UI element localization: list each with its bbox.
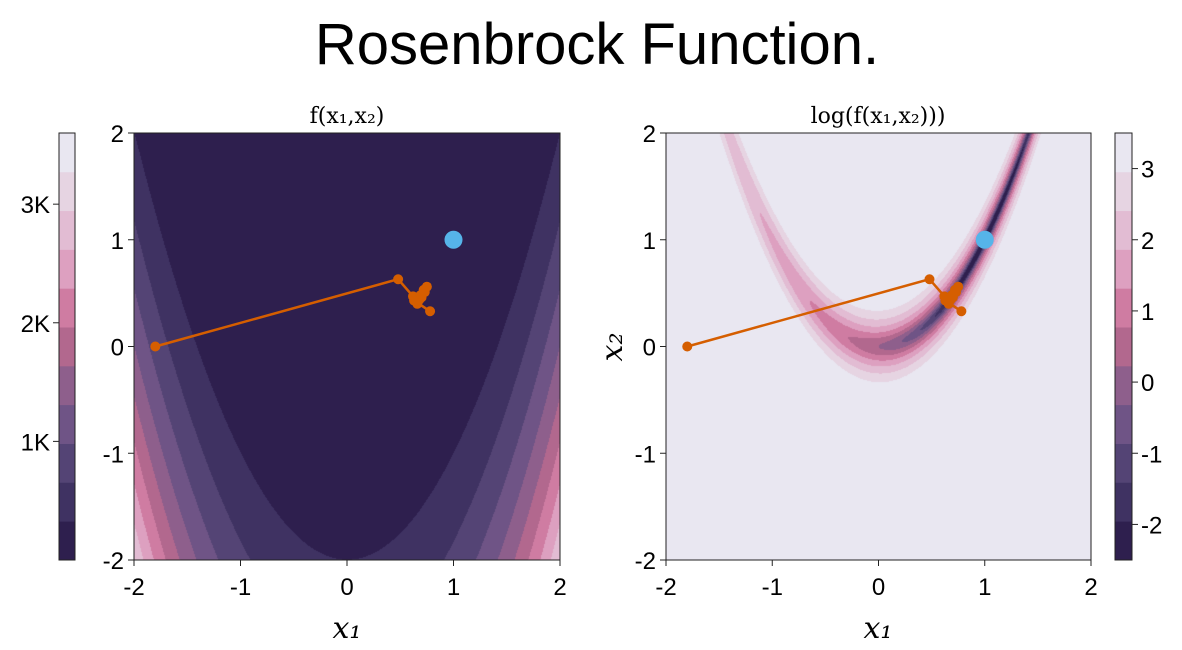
y-tick-label: -2 — [103, 548, 124, 575]
optimizer-path-point — [425, 306, 436, 317]
colorbar-right: -2 -1 0 1 2 3 — [1114, 132, 1162, 561]
colorbar-segment — [1115, 443, 1132, 483]
colorbar-tick-label: 0 — [1141, 370, 1154, 397]
colorbar-segment — [1115, 404, 1132, 444]
colorbar-segment — [1115, 171, 1132, 212]
contour-fill — [134, 133, 560, 560]
x-tick-label: 2 — [1084, 574, 1097, 601]
y-tick-label: 0 — [643, 335, 656, 362]
subtitle-left: f(x₁,x₂) — [310, 104, 385, 129]
colorbar-segment — [59, 249, 75, 289]
x-tick-label: -2 — [123, 574, 144, 601]
x-tick-label: -1 — [762, 574, 783, 601]
colorbar-segment — [1115, 249, 1132, 289]
optimizer-path-point — [924, 274, 935, 285]
optimum-point — [444, 230, 463, 249]
x-tick-label: -2 — [655, 574, 676, 601]
optimizer-path-left — [150, 230, 463, 352]
subtitle-right: log(f(x₁,x₂))) — [811, 104, 946, 129]
colorbar-segment — [59, 210, 75, 250]
optimizer-path-point — [409, 295, 420, 306]
colorbar-tick-label: 2K — [21, 311, 50, 338]
colorbar-tick-label: -1 — [1141, 441, 1162, 468]
x-tick-label: -1 — [230, 574, 251, 601]
x-tick-label: 0 — [340, 574, 353, 601]
y-tick-label: 2 — [111, 121, 124, 148]
colorbar-segment — [59, 521, 75, 561]
colorbar-segment — [1115, 210, 1132, 250]
colorbar-segment — [59, 443, 75, 483]
colorbar-segment — [1115, 365, 1132, 406]
y-tick-label: 2 — [643, 121, 656, 148]
colorbar-segment — [1115, 482, 1132, 522]
colorbar-tick-label: 1K — [21, 429, 50, 456]
y-tick-label: 1 — [643, 228, 656, 255]
y-tick-label: 1 — [111, 228, 124, 255]
colorbar-segment — [1115, 288, 1132, 328]
xlabel-left: x₁ — [333, 611, 362, 646]
colorbar-segment — [1115, 521, 1132, 561]
colorbar-segment — [59, 171, 75, 212]
optimizer-path-point — [150, 341, 161, 352]
optimizer-path-point — [393, 274, 404, 285]
optimum-point — [975, 230, 994, 249]
colorbar-frame — [1114, 132, 1133, 561]
panel-left: f(x₁,x₂) -2 -1 0 1 2 -2 -1 0 1 2 x₁ 1K 2K 3K — [21, 104, 567, 646]
x-tick-label: 1 — [978, 574, 991, 601]
colorbar-segment — [59, 133, 75, 173]
y-tick-label: -1 — [103, 441, 124, 468]
xlabel-right: x₁ — [864, 611, 893, 646]
colorbar-left: 1K 2K 3K — [21, 132, 76, 561]
colorbar-segment — [59, 365, 75, 406]
panel-right: log(f(x₁,x₂))) -2 -1 0 1 2 -2 -1 0 1 2 x₁ x₂ -2 -1… — [595, 104, 1162, 646]
figure-title: Rosenbrock Function. — [315, 12, 879, 77]
y-tick-label: -1 — [635, 441, 656, 468]
colorbar-tick-label: 1 — [1141, 299, 1154, 326]
colorbar-segment — [59, 404, 75, 444]
y-tick-label: 0 — [111, 335, 124, 362]
colorbar-segment — [59, 482, 75, 522]
x-tick-label: 2 — [553, 574, 566, 601]
contour-plot-right — [666, 133, 1091, 560]
axis-ticks-left: -2 -1 0 1 2 -2 -1 0 1 2 — [103, 121, 567, 601]
colorbar-segment — [59, 288, 75, 328]
colorbar-frame — [58, 132, 76, 561]
y-tick-label: -2 — [635, 548, 656, 575]
colorbar-segment — [59, 327, 75, 367]
optimizer-path-point — [940, 295, 951, 306]
axis-ticks-right: -2 -1 0 1 2 -2 -1 0 1 2 — [635, 121, 1098, 601]
optimizer-path-point — [682, 341, 693, 352]
colorbar-tick-label: -2 — [1141, 512, 1162, 539]
contour-plot-left — [134, 133, 560, 560]
contour-fill — [666, 133, 1091, 560]
x-tick-label: 0 — [872, 574, 885, 601]
optimizer-path-right — [682, 230, 994, 352]
ylabel-right: x₂ — [595, 333, 630, 362]
colorbar-segment — [1115, 327, 1132, 367]
colorbar-tick-label: 3K — [21, 192, 50, 219]
x-tick-label: 1 — [447, 574, 460, 601]
colorbar-tick-label: 2 — [1141, 228, 1154, 255]
optimizer-path-point — [956, 306, 967, 317]
colorbar-segment — [1115, 133, 1132, 173]
colorbar-tick-label: 3 — [1141, 157, 1154, 184]
